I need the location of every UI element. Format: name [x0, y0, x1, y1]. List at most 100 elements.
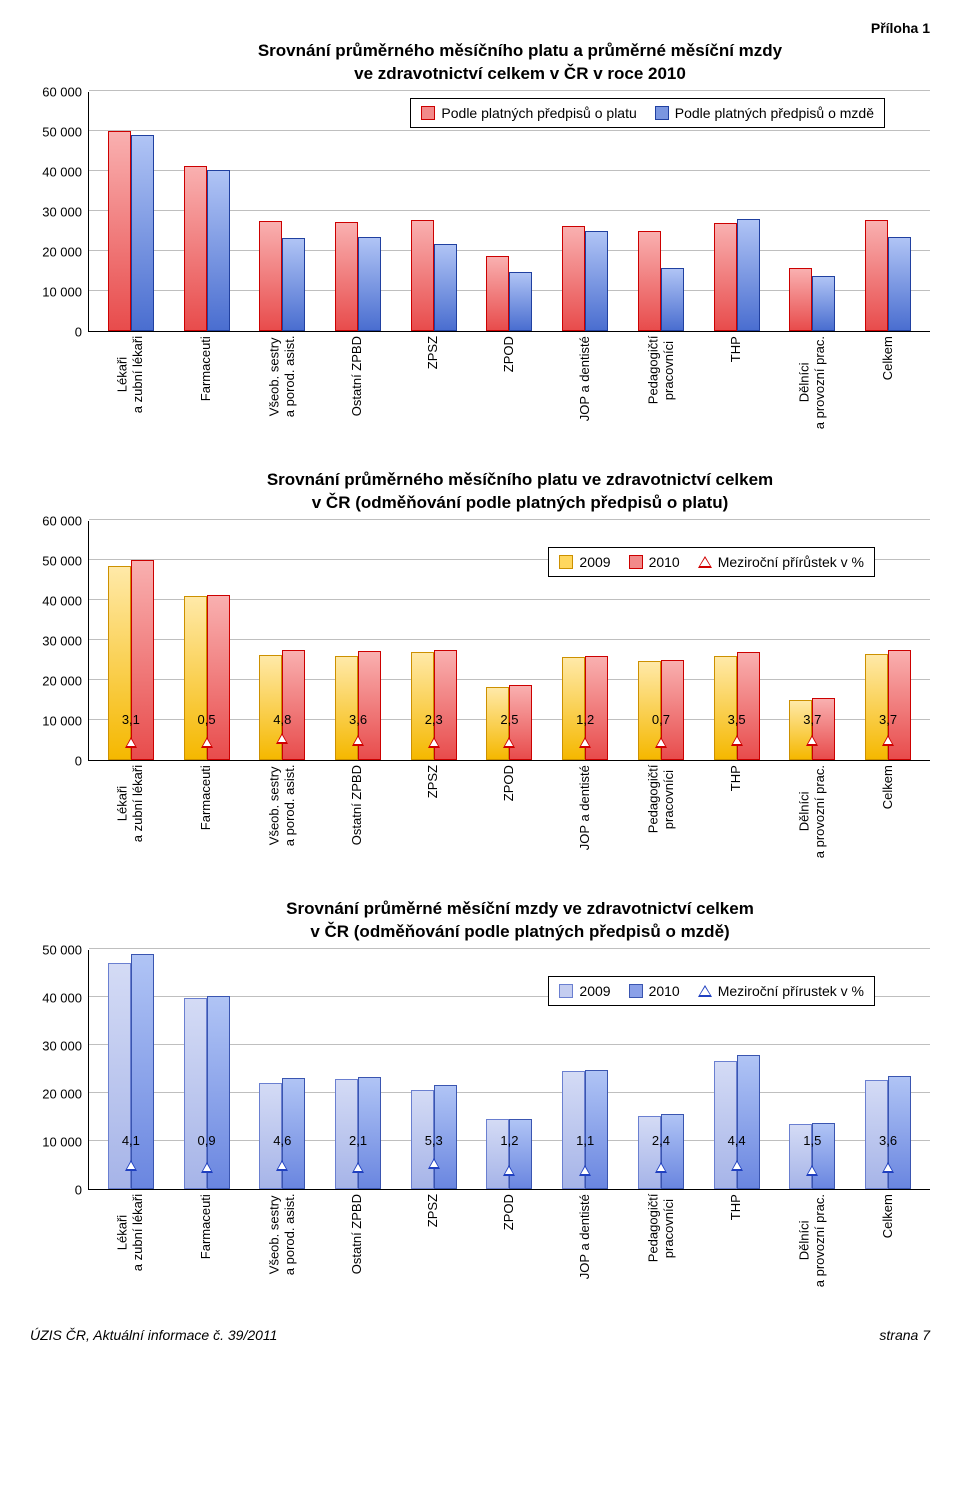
grid-line [89, 90, 930, 91]
x-axis: Lékařia zubní lékařiFarmaceutiVšeob. ses… [88, 336, 930, 429]
legend-label: Podle platných předpisů o platu [441, 105, 636, 121]
y-tick: 20 000 [42, 673, 82, 688]
bar-series-2 [131, 560, 154, 760]
growth-label: 4,1 [122, 1133, 140, 1148]
growth-label: 0,7 [652, 712, 670, 727]
bar-group: 4,1 [101, 950, 161, 1189]
x-label: Ostatní ZPBD [327, 765, 387, 858]
bar-group [177, 92, 237, 331]
x-label: Ostatní ZPBD [327, 336, 387, 429]
bar-series-2 [207, 595, 230, 760]
legend-label: 2010 [649, 983, 680, 999]
legend-item: Meziroční přírustek v % [698, 983, 864, 999]
x-label: Dělnícia provozní prac. [782, 336, 842, 429]
legend-label: 2010 [649, 554, 680, 570]
triangle-marker-icon [201, 1162, 213, 1173]
bar-series-1 [714, 223, 737, 331]
legend-label: 2009 [579, 983, 610, 999]
bar-series-1 [486, 1119, 509, 1189]
triangle-marker-icon [731, 1160, 743, 1171]
triangle-marker-icon [276, 1160, 288, 1171]
x-label: JOP a dentisté [555, 1194, 615, 1287]
x-label: Celkem [858, 1194, 918, 1287]
legend-item: 2009 [559, 554, 610, 570]
bar-series-1 [108, 131, 131, 331]
y-tick: 10 000 [42, 713, 82, 728]
grid-line [89, 519, 930, 520]
legend-swatch [655, 106, 669, 120]
y-tick: 30 000 [42, 1039, 82, 1054]
y-tick: 50 000 [42, 553, 82, 568]
legend-label: Meziroční přírůstek v % [718, 554, 864, 570]
x-label: JOP a dentisté [555, 336, 615, 429]
bar-series-1 [638, 1116, 661, 1189]
triangle-marker-icon [503, 737, 515, 748]
bar-group: 0,5 [177, 521, 237, 760]
y-tick: 0 [75, 753, 82, 768]
growth-label: 3,6 [879, 1133, 897, 1148]
bar-series-2 [207, 170, 230, 331]
triangle-marker-icon [655, 737, 667, 748]
chart-plat-2009-2010: Srovnání průměrného měsíčního platu ve z… [30, 469, 930, 858]
bar-group: 5,3 [404, 950, 464, 1189]
x-label: THP [706, 1194, 766, 1287]
triangle-marker-icon [882, 735, 894, 746]
x-label: ZPOD [479, 1194, 539, 1287]
x-label: THP [706, 765, 766, 858]
triangle-marker-icon [806, 735, 818, 746]
x-label: Lékařia zubní lékaři [100, 765, 160, 858]
legend-item: Podle platných předpisů o platu [421, 105, 636, 121]
footer-right: strana 7 [879, 1327, 930, 1343]
x-label: Celkem [858, 765, 918, 858]
growth-label: 3,7 [879, 712, 897, 727]
bar-series-1 [184, 998, 207, 1189]
legend-swatch [629, 555, 643, 569]
bar-series-1 [865, 220, 888, 330]
bar-series-1 [108, 566, 131, 760]
x-label: Dělnícia provozní prac. [782, 765, 842, 858]
page-header: Příloha 1 [30, 20, 930, 36]
bar-series-1 [562, 226, 585, 330]
plot-area: 2009 2010 Meziroční přírustek v % 4,1 0,9 4,6… [88, 950, 930, 1190]
x-label: Pedagogičtípracovníci [631, 1194, 691, 1287]
y-tick: 60 000 [42, 513, 82, 528]
bar-group: 2,3 [404, 521, 464, 760]
y-tick: 30 000 [42, 633, 82, 648]
x-label: Všeob. sestrya porod. asist. [252, 765, 312, 858]
bar-series-2 [509, 1119, 532, 1190]
bar-series-2 [131, 954, 154, 1189]
legend-item: 2010 [629, 554, 680, 570]
triangle-marker-icon [428, 737, 440, 748]
x-label: Farmaceuti [176, 336, 236, 429]
growth-label: 0,9 [198, 1133, 216, 1148]
growth-label: 2,3 [425, 712, 443, 727]
triangle-marker-icon [352, 735, 364, 746]
x-label: Pedagogičtípracovníci [631, 336, 691, 429]
y-tick: 10 000 [42, 284, 82, 299]
growth-label: 4,6 [273, 1133, 291, 1148]
growth-label: 1,2 [500, 1133, 518, 1148]
triangle-marker-icon [731, 735, 743, 746]
bar-series-1 [638, 231, 661, 331]
triangle-marker-icon [276, 733, 288, 744]
bar-group: 3,1 [101, 521, 161, 760]
growth-label: 1,1 [576, 1133, 594, 1148]
bar-group [328, 92, 388, 331]
x-label: Celkem [858, 336, 918, 429]
legend-item: Podle platných předpisů o mzdě [655, 105, 874, 121]
growth-label: 2,5 [500, 712, 518, 727]
bar-series-2 [207, 996, 230, 1189]
bar-series-2 [812, 276, 835, 331]
bar-series-2 [661, 268, 684, 331]
growth-label: 3,5 [728, 712, 746, 727]
triangle-marker-icon [428, 1158, 440, 1169]
bar-series-2 [509, 272, 532, 331]
x-label: ZPOD [479, 765, 539, 858]
bar-series-1 [789, 268, 812, 330]
y-tick: 40 000 [42, 991, 82, 1006]
growth-label: 1,5 [803, 1133, 821, 1148]
page-footer: ÚZIS ČR, Aktuální informace č. 39/2011 s… [30, 1327, 930, 1343]
triangle-marker-icon [698, 556, 712, 568]
grid-line [89, 948, 930, 949]
x-label: JOP a dentisté [555, 765, 615, 858]
